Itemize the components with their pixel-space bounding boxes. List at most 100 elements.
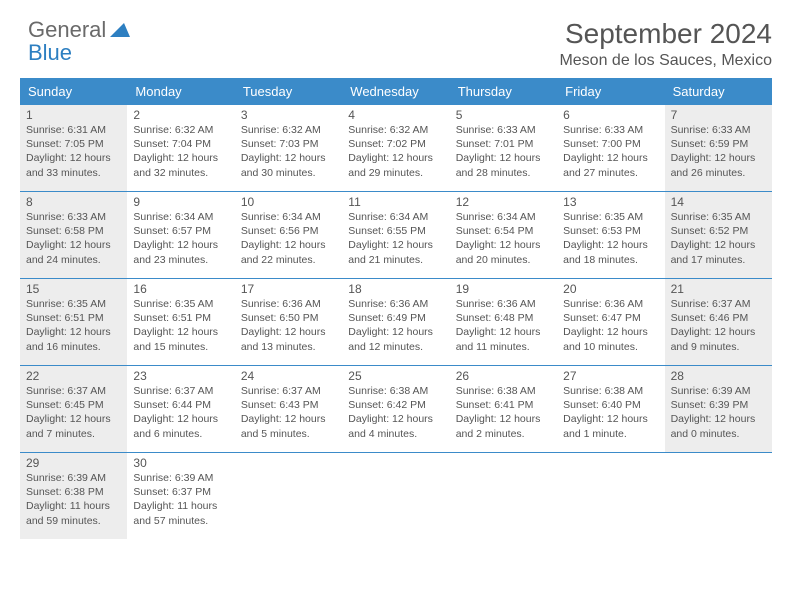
day-number: 6 [563,108,658,122]
info-line: Sunset: 6:39 PM [671,398,766,412]
info-line: Daylight: 12 hours [348,151,443,165]
info-line: Daylight: 12 hours [241,238,336,252]
day-cell: 26Sunrise: 6:38 AMSunset: 6:41 PMDayligh… [450,366,557,452]
info-line: Daylight: 12 hours [26,412,121,426]
info-line: Sunset: 6:52 PM [671,224,766,238]
info-line: and 16 minutes. [26,340,121,354]
info-line: Daylight: 12 hours [348,412,443,426]
day-info: Sunrise: 6:35 AMSunset: 6:52 PMDaylight:… [671,210,766,267]
day-info: Sunrise: 6:33 AMSunset: 6:59 PMDaylight:… [671,123,766,180]
info-line: and 11 minutes. [456,340,551,354]
day-number: 4 [348,108,443,122]
info-line: Daylight: 12 hours [671,412,766,426]
day-info: Sunrise: 6:35 AMSunset: 6:51 PMDaylight:… [133,297,228,354]
day-info: Sunrise: 6:33 AMSunset: 7:01 PMDaylight:… [456,123,551,180]
day-info: Sunrise: 6:38 AMSunset: 6:41 PMDaylight:… [456,384,551,441]
info-line: Sunset: 7:00 PM [563,137,658,151]
day-cell [450,453,557,539]
info-line: Daylight: 12 hours [26,238,121,252]
week-row: 8Sunrise: 6:33 AMSunset: 6:58 PMDaylight… [20,192,772,279]
info-line: Sunrise: 6:36 AM [456,297,551,311]
info-line: Sunset: 6:37 PM [133,485,228,499]
day-info: Sunrise: 6:32 AMSunset: 7:04 PMDaylight:… [133,123,228,180]
info-line: Daylight: 12 hours [671,325,766,339]
day-number: 18 [348,282,443,296]
day-info: Sunrise: 6:34 AMSunset: 6:55 PMDaylight:… [348,210,443,267]
calendar: SundayMondayTuesdayWednesdayThursdayFrid… [20,78,772,539]
day-number: 9 [133,195,228,209]
info-line: Sunrise: 6:32 AM [241,123,336,137]
day-info: Sunrise: 6:38 AMSunset: 6:42 PMDaylight:… [348,384,443,441]
info-line: and 4 minutes. [348,427,443,441]
info-line: Daylight: 12 hours [133,238,228,252]
day-cell: 11Sunrise: 6:34 AMSunset: 6:55 PMDayligh… [342,192,449,278]
info-line: Sunrise: 6:37 AM [26,384,121,398]
info-line: Daylight: 12 hours [456,238,551,252]
day-cell: 8Sunrise: 6:33 AMSunset: 6:58 PMDaylight… [20,192,127,278]
day-number: 15 [26,282,121,296]
info-line: and 9 minutes. [671,340,766,354]
day-cell: 16Sunrise: 6:35 AMSunset: 6:51 PMDayligh… [127,279,234,365]
info-line: and 57 minutes. [133,514,228,528]
info-line: Sunset: 7:03 PM [241,137,336,151]
info-line: and 33 minutes. [26,166,121,180]
info-line: and 28 minutes. [456,166,551,180]
info-line: Sunset: 6:41 PM [456,398,551,412]
info-line: Sunrise: 6:34 AM [241,210,336,224]
info-line: Sunrise: 6:38 AM [348,384,443,398]
info-line: Sunrise: 6:31 AM [26,123,121,137]
location-text: Meson de los Sauces, Mexico [559,52,772,70]
info-line: Sunset: 7:04 PM [133,137,228,151]
info-line: Sunset: 7:01 PM [456,137,551,151]
info-line: and 26 minutes. [671,166,766,180]
info-line: and 24 minutes. [26,253,121,267]
info-line: Sunrise: 6:35 AM [671,210,766,224]
day-cell: 27Sunrise: 6:38 AMSunset: 6:40 PMDayligh… [557,366,664,452]
info-line: Sunrise: 6:39 AM [671,384,766,398]
day-cell: 14Sunrise: 6:35 AMSunset: 6:52 PMDayligh… [665,192,772,278]
info-line: and 23 minutes. [133,253,228,267]
week-row: 29Sunrise: 6:39 AMSunset: 6:38 PMDayligh… [20,453,772,539]
info-line: Daylight: 12 hours [563,325,658,339]
info-line: and 59 minutes. [26,514,121,528]
info-line: Sunset: 6:53 PM [563,224,658,238]
day-cell: 15Sunrise: 6:35 AMSunset: 6:51 PMDayligh… [20,279,127,365]
day-info: Sunrise: 6:36 AMSunset: 6:49 PMDaylight:… [348,297,443,354]
day-info: Sunrise: 6:37 AMSunset: 6:46 PMDaylight:… [671,297,766,354]
info-line: Sunrise: 6:35 AM [26,297,121,311]
day-header-cell: Monday [127,78,234,105]
info-line: Sunrise: 6:37 AM [671,297,766,311]
day-number: 7 [671,108,766,122]
day-number: 5 [456,108,551,122]
info-line: Sunset: 6:46 PM [671,311,766,325]
info-line: and 27 minutes. [563,166,658,180]
day-cell: 23Sunrise: 6:37 AMSunset: 6:44 PMDayligh… [127,366,234,452]
day-number: 16 [133,282,228,296]
day-info: Sunrise: 6:38 AMSunset: 6:40 PMDaylight:… [563,384,658,441]
info-line: Daylight: 12 hours [348,238,443,252]
day-info: Sunrise: 6:39 AMSunset: 6:39 PMDaylight:… [671,384,766,441]
info-line: Daylight: 12 hours [26,325,121,339]
info-line: Sunset: 6:47 PM [563,311,658,325]
day-number: 23 [133,369,228,383]
info-line: and 21 minutes. [348,253,443,267]
day-header-cell: Sunday [20,78,127,105]
info-line: Sunset: 6:57 PM [133,224,228,238]
day-info: Sunrise: 6:35 AMSunset: 6:51 PMDaylight:… [26,297,121,354]
day-cell: 28Sunrise: 6:39 AMSunset: 6:39 PMDayligh… [665,366,772,452]
info-line: Daylight: 12 hours [456,151,551,165]
info-line: Sunset: 6:51 PM [133,311,228,325]
day-cell: 25Sunrise: 6:38 AMSunset: 6:42 PMDayligh… [342,366,449,452]
day-cell: 1Sunrise: 6:31 AMSunset: 7:05 PMDaylight… [20,105,127,191]
triangle-icon [110,17,130,42]
info-line: and 30 minutes. [241,166,336,180]
info-line: Daylight: 12 hours [563,412,658,426]
day-cell: 29Sunrise: 6:39 AMSunset: 6:38 PMDayligh… [20,453,127,539]
day-cell: 6Sunrise: 6:33 AMSunset: 7:00 PMDaylight… [557,105,664,191]
info-line: and 32 minutes. [133,166,228,180]
info-line: Sunrise: 6:33 AM [671,123,766,137]
day-number: 22 [26,369,121,383]
info-line: Sunrise: 6:38 AM [563,384,658,398]
day-number: 19 [456,282,551,296]
day-header-cell: Friday [557,78,664,105]
